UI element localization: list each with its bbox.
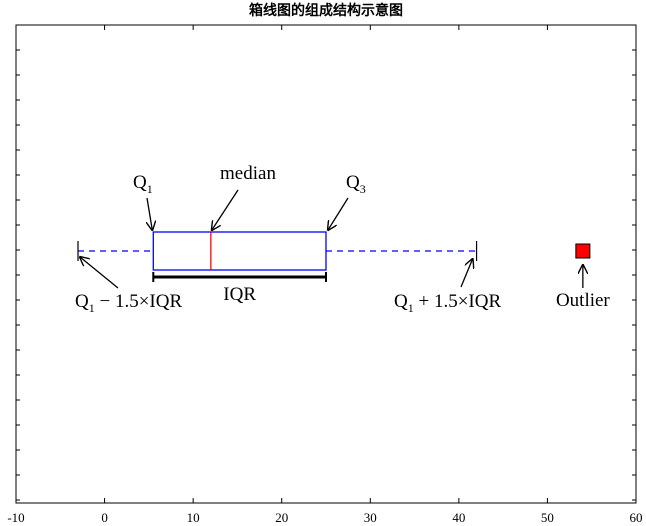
lower-fence-label-post: − 1.5×IQR [95, 291, 183, 312]
iqr-label: IQR [223, 284, 256, 305]
x-tick-label: 0 [101, 510, 108, 525]
upper-fence-label-main: Q [394, 291, 408, 312]
plot-frame [15, 24, 637, 504]
outlier-label: Outlier [556, 290, 610, 311]
lower-fence-arrow [80, 257, 119, 289]
lower-fence-label: Q1 − 1.5×IQR [75, 291, 182, 315]
upper-fence-arrow [460, 259, 473, 288]
x-tick-label: 40 [452, 510, 465, 525]
upper-fence-label: Q1 + 1.5×IQR [394, 291, 501, 315]
outlier-marker [575, 243, 591, 259]
x-tick-label: 10 [187, 510, 200, 525]
iqr-box [152, 231, 327, 271]
median-label: median [220, 163, 276, 184]
x-tick-label: 60 [630, 510, 643, 525]
q1-label-sub: 1 [147, 182, 153, 196]
x-tick-label: 50 [541, 510, 554, 525]
lower-fence-label-sub: 1 [89, 301, 95, 315]
q3-arrow [328, 197, 349, 230]
box-marks [77, 231, 591, 282]
q3-label-sub: 3 [360, 182, 366, 196]
tick-group: -10 0 10 20 30 40 50 60 [7, 24, 643, 525]
q1-arrow [147, 197, 152, 230]
x-tick-label: 30 [364, 510, 377, 525]
x-tick-label: 20 [275, 510, 288, 525]
q3-label-main: Q [346, 172, 360, 193]
q1-label: Q1 [133, 172, 153, 196]
median-arrow [212, 189, 239, 230]
upper-fence-label-post: + 1.5×IQR [414, 291, 502, 312]
chart-title: 箱线图的组成结构示意图 [249, 2, 403, 19]
q1-label-main: Q [133, 172, 147, 193]
x-tick-label: -10 [7, 510, 24, 525]
q3-label: Q3 [346, 172, 366, 196]
lower-fence-label-main: Q [75, 291, 89, 312]
upper-fence-label-sub: 1 [408, 301, 414, 315]
